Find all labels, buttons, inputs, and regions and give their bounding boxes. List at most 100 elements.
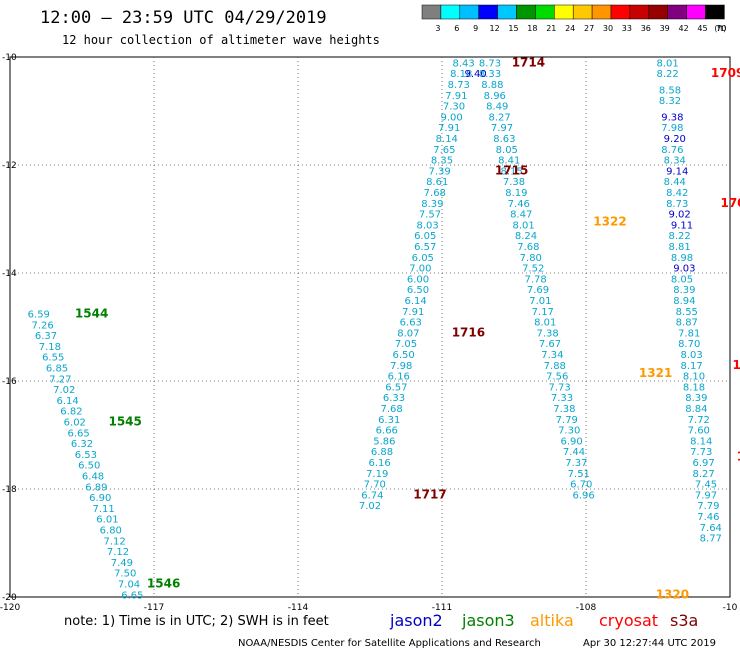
wave-height-label: 8.18 [683, 382, 705, 393]
wave-height-label: 6.01 [96, 515, 118, 526]
wave-height-label: 7.38 [553, 404, 575, 415]
wave-height-label: 8.22 [656, 69, 678, 80]
wave-height-label: 8.43 [452, 58, 474, 69]
wave-height-label: 8.39 [673, 285, 695, 296]
wave-height-label: 9.40 [464, 69, 486, 80]
x-tick-label: -111 [432, 603, 452, 613]
wave-height-label: 8.94 [673, 296, 695, 307]
wave-height-label: 6.05 [414, 231, 436, 242]
pass-time-label: 1546 [147, 577, 180, 591]
generated-timestamp: Apr 30 12:27:44 UTC 2019 [583, 638, 716, 649]
x-tick-label: -108 [576, 603, 597, 613]
pass-time-label: 1544 [75, 307, 108, 321]
wave-height-label: 7.98 [390, 361, 412, 372]
colorbar-swatch [497, 4, 517, 20]
wave-height-label: 7.26 [32, 320, 54, 331]
x-tick-label: -114 [288, 603, 309, 613]
wave-height-label: 7.39 [428, 166, 450, 177]
wave-height-label: 6.05 [412, 253, 434, 264]
wave-height-label: 7.98 [661, 123, 683, 134]
wave-height-label: 6.59 [28, 310, 50, 321]
wave-height-label: 8.34 [664, 156, 686, 167]
wave-height-label: 8.73 [448, 80, 470, 91]
wave-height-label: 9.20 [664, 134, 686, 145]
colorbar-swatch [629, 4, 650, 20]
wave-height-label: 7.97 [491, 123, 513, 134]
colorbar-swatch [648, 4, 668, 20]
wave-height-label: 7.02 [53, 385, 75, 396]
y-tick-label: -16 [2, 377, 17, 387]
wave-height-label: 6.00 [407, 274, 429, 285]
wave-height-label: 6.16 [368, 458, 390, 469]
wave-height-label: 6.14 [404, 296, 426, 307]
wave-height-label: 8.63 [493, 134, 515, 145]
wave-height-label: 7.68 [424, 188, 446, 199]
wave-height-label: 8.77 [700, 534, 722, 545]
wave-height-label: 6.32 [71, 439, 93, 450]
wave-height-label: 8.81 [668, 242, 690, 253]
colorbar-swatch [554, 4, 574, 20]
wave-height-label: 6.48 [82, 472, 104, 483]
y-tick-label: -20 [2, 593, 17, 603]
wave-height-label: 7.56 [546, 372, 568, 383]
wave-height-label: 6.96 [572, 490, 594, 501]
wave-height-label: 8.17 [680, 361, 702, 372]
colorbar-label: 3 [435, 24, 440, 33]
y-tick-label: -14 [2, 269, 17, 279]
wave-height-label: 9.11 [671, 220, 693, 231]
wave-height-label: 9.14 [666, 166, 688, 177]
wave-height-label: 6.57 [414, 242, 436, 253]
wave-height-label: 6.70 [570, 480, 592, 491]
wave-height-label: 7.67 [539, 339, 561, 350]
wave-height-label: 8.01 [656, 58, 678, 69]
pass-time-label: 1709 [711, 66, 740, 80]
wave-height-values: 6.597.266.377.186.556.857.277.026.146.82… [28, 58, 722, 601]
wave-height-label: 7.18 [39, 342, 61, 353]
credit-text: NOAA/NESDIS Center for Satellite Applica… [238, 638, 541, 649]
y-tick-label: -18 [2, 485, 17, 495]
wave-height-label: 7.30 [558, 426, 580, 437]
wave-height-label: 7.37 [565, 458, 587, 469]
pass-time-label: 1322 [593, 215, 626, 229]
colorbar-label: 70 [716, 24, 726, 33]
wave-height-label: 6.66 [376, 426, 398, 437]
wave-height-label: 7.38 [536, 328, 558, 339]
wave-height-label: 7.73 [548, 382, 570, 393]
wave-height-label: 7.79 [556, 415, 578, 426]
colorbar-label: 18 [527, 24, 537, 33]
wave-height-label: 7.38 [503, 177, 525, 188]
wave-height-label: 7.19 [366, 469, 388, 480]
wave-height-label: 8.03 [416, 220, 438, 231]
wave-height-label: 7.45 [695, 480, 717, 491]
wave-height-label: 8.32 [659, 96, 681, 107]
x-tick-label: -10 [723, 603, 738, 613]
colorbar-label: 36 [641, 24, 651, 33]
wave-height-label: 7.64 [700, 523, 722, 534]
wave-height-label: 8.10 [683, 372, 705, 383]
wave-height-label: 7.68 [380, 404, 402, 415]
satellite-legend-cryosat: cryosat [599, 611, 658, 630]
wave-height-label: 7.01 [529, 296, 551, 307]
wave-height-label: 6.80 [100, 526, 122, 537]
wave-height-label: 7.70 [364, 480, 386, 491]
units-note: note: 1) Time is in UTC; 2) SWH is in fe… [64, 614, 329, 629]
wave-height-label: 6.50 [78, 461, 100, 472]
wave-height-label: 6.55 [42, 353, 64, 364]
wave-height-label: 7.91 [438, 123, 460, 134]
wave-height-label: 8.03 [680, 350, 702, 361]
colorbar-label: 12 [490, 24, 500, 33]
wave-height-label: 8.19 [505, 188, 527, 199]
wave-height-label: 6.16 [388, 372, 410, 383]
colorbar-label: 39 [660, 24, 670, 33]
wave-height-label: 8.84 [685, 404, 707, 415]
wave-height-label: 6.97 [692, 458, 714, 469]
wave-height-label: 7.80 [520, 253, 542, 264]
wave-height-label: 6.57 [385, 382, 407, 393]
colorbar-swatch [535, 4, 555, 20]
colorbar-label: 15 [508, 24, 518, 33]
wave-height-label: 6.63 [400, 318, 422, 329]
colorbar-swatch [516, 4, 536, 20]
colorbar-swatch [610, 4, 631, 20]
wave-height-label: 7.51 [568, 469, 590, 480]
wave-height-label: 8.76 [661, 145, 683, 156]
